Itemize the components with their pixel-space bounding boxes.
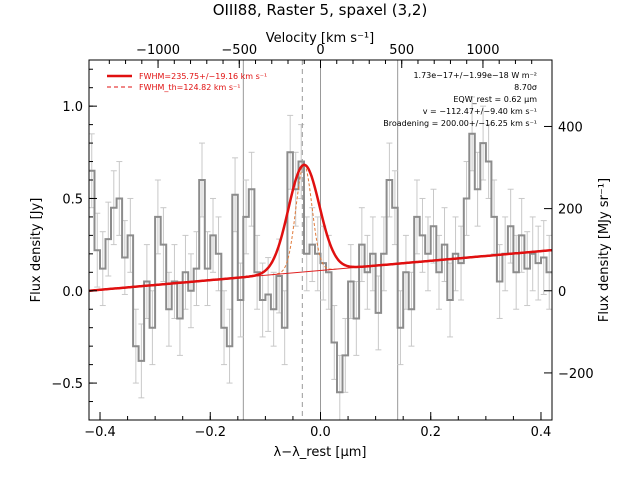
x-tick-label: −0.4 [84, 425, 116, 440]
chart-title: OIII88, Raster 5, spaxel (3,2) [213, 1, 428, 19]
right-axis-label: Flux density [MJy sr⁻¹] [597, 178, 612, 322]
x-tick-label: 0.2 [420, 425, 441, 440]
top-tick-label: 1000 [466, 43, 499, 58]
annotation-broadening: Broadening = 200.00+/−16.25 km s⁻¹ [383, 119, 537, 128]
top-tick-label: −1000 [136, 43, 180, 58]
y-tick-label: 1.0 [62, 100, 83, 115]
annotation-velocity: v = −112.47+/−9.40 km s⁻¹ [423, 107, 537, 116]
top-axis-label: Velocity [km s⁻¹] [266, 31, 374, 46]
legend: FWHM=235.75+/−19.16 km s⁻¹ FWHM_th=124.8… [107, 72, 267, 92]
legend-fwhm-th-label: FWHM_th=124.82 km s⁻¹ [139, 83, 240, 92]
right-tick-label: 0 [558, 285, 566, 300]
x-axis-label: λ−λ_rest [μm] [274, 445, 367, 460]
annotation-flux: 1.73e−17+/−1.99e−18 W m⁻² [413, 71, 537, 80]
right-tick-label: 200 [558, 203, 583, 218]
gaussian-fit-curve [88, 163, 553, 293]
annotation-eqw: EQW_rest = 0.62 μm [453, 95, 537, 104]
legend-fwhm-label: FWHM=235.75+/−19.16 km s⁻¹ [139, 72, 267, 81]
right-tick-label: −200 [558, 367, 594, 382]
top-tick-label: −500 [221, 43, 257, 58]
annotation-significance: 8.70σ [514, 83, 537, 92]
x-tick-label: 0.0 [310, 425, 331, 440]
right-tick-label: 400 [558, 120, 583, 135]
y-tick-label: 0.0 [62, 285, 83, 300]
y-tick-label: 0.5 [62, 192, 83, 207]
fit-annotations: 1.73e−17+/−1.99e−18 W m⁻² 8.70σ EQW_rest… [383, 71, 537, 128]
x-tick-label: −0.2 [194, 425, 226, 440]
top-tick-label: 500 [389, 43, 414, 58]
y-tick-label: −0.5 [51, 377, 83, 392]
axis-ticks: −0.4 −0.2 0.0 0.2 0.4 −1000 −500 0 500 1000 −0.5 0.… [51, 43, 593, 440]
x-tick-label: 0.4 [531, 425, 552, 440]
y-axis-label: Flux density [Jy] [29, 198, 44, 303]
velocity-marker-lines [242, 60, 399, 420]
top-tick-label: 0 [316, 43, 324, 58]
